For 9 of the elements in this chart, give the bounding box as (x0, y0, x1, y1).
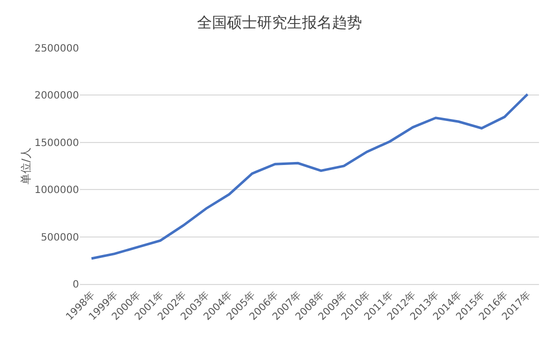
y-tick-label: 2000000 (34, 90, 79, 102)
chart-title: 全国硕士研究生报名趋势 (197, 14, 362, 32)
line-series (90, 93, 529, 260)
y-tick-label: 1500000 (34, 138, 79, 149)
y-tick-label: 2500000 (34, 44, 79, 54)
y-tick-label: 1000000 (34, 185, 79, 196)
y-axis-title: 单位/人 (19, 148, 32, 184)
y-tick-label: 500000 (40, 232, 79, 244)
y-tick-label: 0 (72, 280, 79, 290)
